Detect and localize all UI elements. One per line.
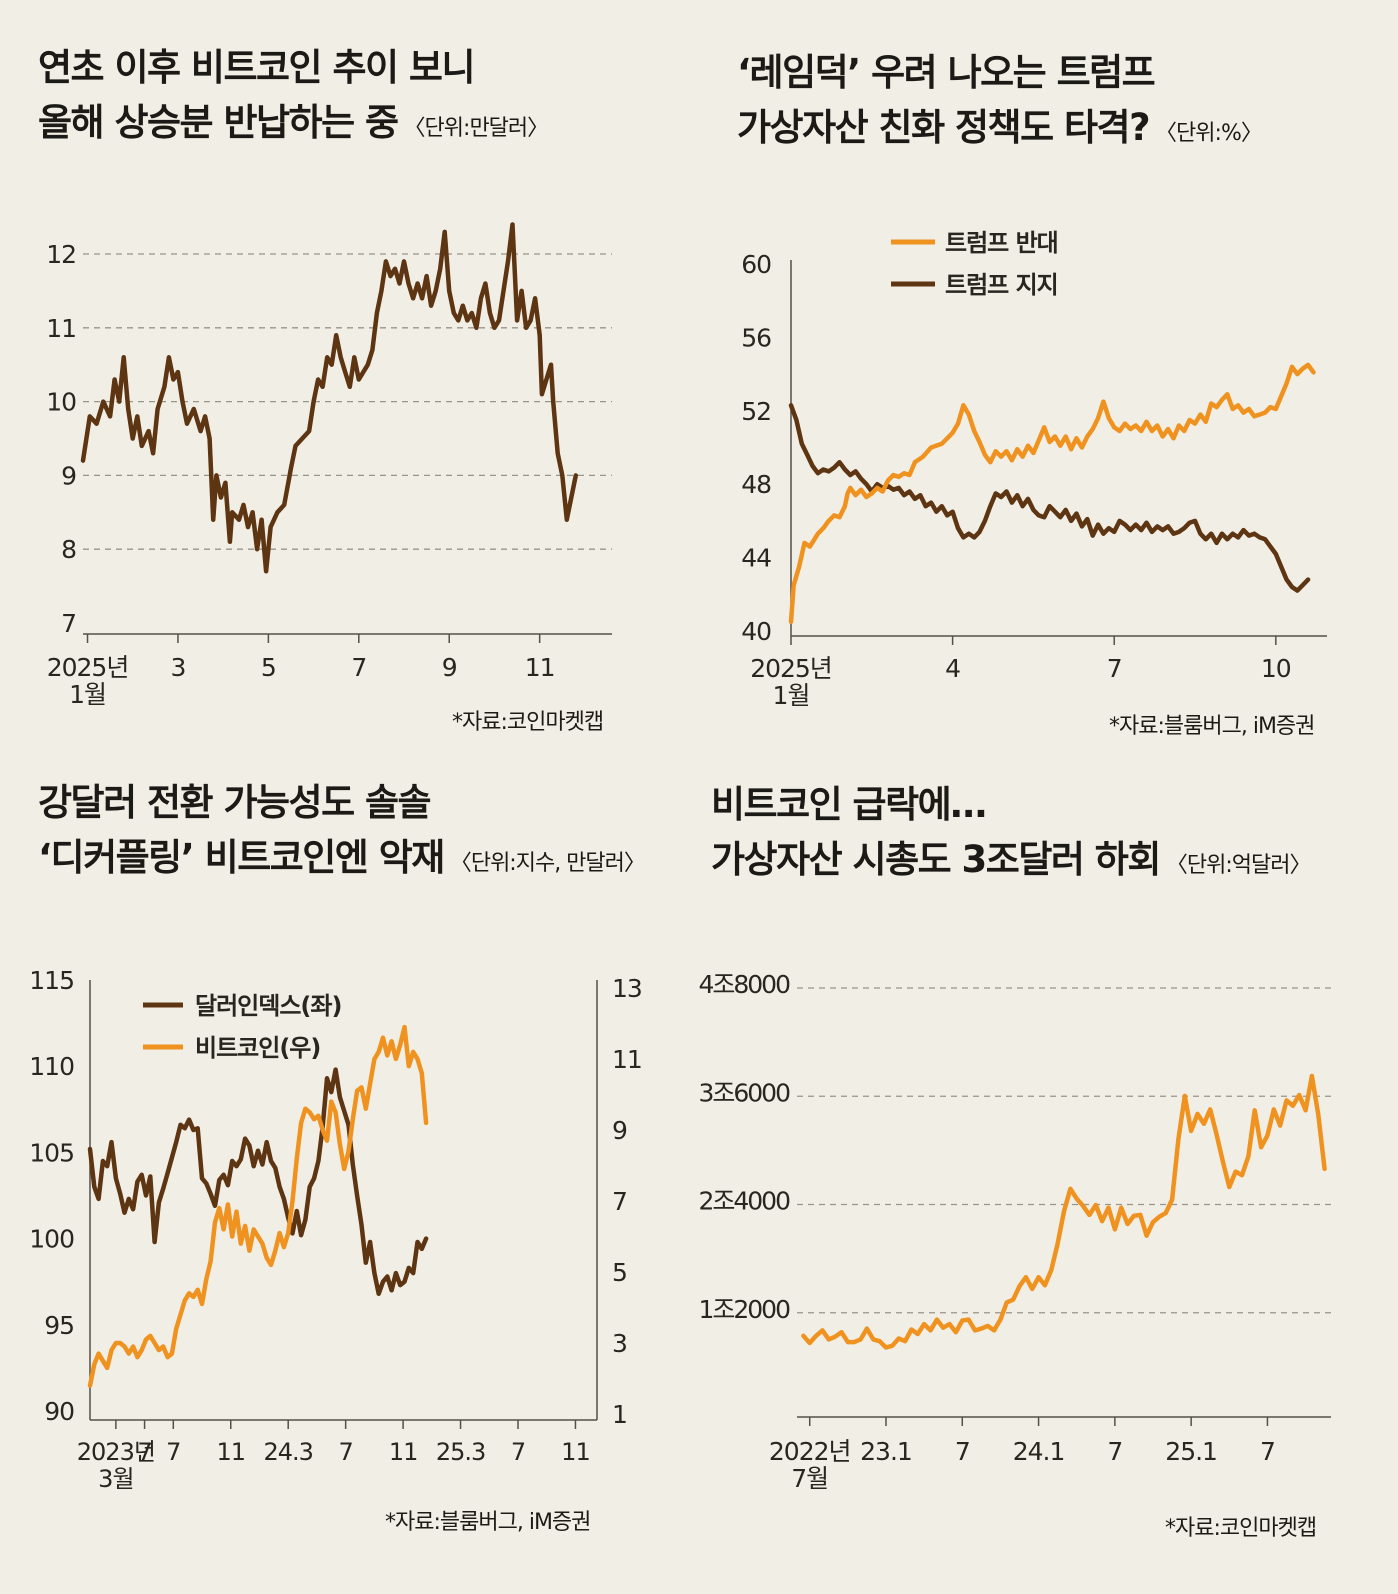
x-tick-label: 25.3 bbox=[436, 1438, 485, 1466]
bitcoin-line bbox=[87, 1024, 429, 1388]
y-right-tick-label: 3 bbox=[612, 1329, 627, 1358]
y-tick-label: 56 bbox=[741, 323, 771, 352]
trump-oppose-line bbox=[788, 362, 1316, 625]
x-tick-label: 2023년 bbox=[77, 1438, 155, 1466]
x-tick-label: 7 bbox=[339, 1438, 353, 1466]
x-tick-label: 10 bbox=[1261, 654, 1291, 683]
y-left-tick-label: 105 bbox=[29, 1138, 74, 1167]
panel-4-title: 비트코인 급락에… 가상자산 시총도 3조달러 하회 〈단위:억달러〉 bbox=[711, 777, 1311, 893]
panel-2-title: ‘레임덕’ 우려 나오는 트럼프 가상자산 친화 정책도 타격? 〈단위:%〉 bbox=[737, 45, 1263, 161]
legend-label-support: 트럼프 지지 bbox=[945, 271, 1058, 299]
x-tick-label: 24.3 bbox=[263, 1438, 312, 1466]
market-cap-line bbox=[801, 1073, 1327, 1350]
y-left-tick-label: 100 bbox=[29, 1225, 74, 1254]
x-tick-label-line2: 1월 bbox=[69, 680, 106, 709]
y-right-tick-label: 5 bbox=[612, 1258, 627, 1287]
x-tick-label: 7 bbox=[351, 653, 366, 682]
x-tick-label: 7 bbox=[137, 1438, 151, 1466]
y-left-tick-label: 115 bbox=[29, 966, 74, 995]
bitcoin-price-line bbox=[80, 222, 579, 574]
x-tick-label: 7 bbox=[1260, 1437, 1275, 1466]
x-tick-label: 4 bbox=[945, 654, 960, 683]
y-tick-label: 48 bbox=[741, 470, 771, 499]
y-tick-label: 7 bbox=[61, 609, 76, 638]
panel-2-title-line1: ‘레임덕’ 우려 나오는 트럼프 bbox=[737, 51, 1156, 94]
y-tick-label: 2조4000 bbox=[698, 1187, 790, 1216]
panel-2-title-line2: 가상자산 친화 정책도 타격? bbox=[737, 106, 1151, 149]
y-tick-label: 9 bbox=[61, 461, 76, 490]
panel-3-unit: 〈단위:지수, 만달러〉 bbox=[449, 851, 646, 876]
panel-4-source: *자료:코인마켓캡 bbox=[1165, 1516, 1317, 1541]
y-tick-label: 11 bbox=[46, 314, 76, 343]
y-tick-label: 52 bbox=[741, 397, 771, 426]
y-tick-label: 12 bbox=[46, 240, 76, 269]
x-tick-label: 24.1 bbox=[1013, 1437, 1065, 1466]
x-tick-label: 11 bbox=[216, 1438, 245, 1466]
trump-support-line bbox=[788, 403, 1311, 593]
legend-label-oppose: 트럼프 반대 bbox=[945, 229, 1058, 257]
y-tick-label: 60 bbox=[741, 250, 771, 279]
x-tick-label: 9 bbox=[442, 653, 457, 682]
y-tick-label: 40 bbox=[741, 617, 771, 646]
panel-dollar-decoupling: 강달러 전환 가능성도 솔솔 ‘디커플링’ 비트코인엔 악재 〈단위:지수, 만달… bbox=[0, 760, 699, 1594]
y-right-tick-label: 11 bbox=[612, 1045, 642, 1074]
x-tick-label: 7 bbox=[955, 1437, 970, 1466]
x-tick-label: 7 bbox=[1107, 654, 1122, 683]
dollar-index-line bbox=[87, 1067, 429, 1297]
y-tick-label: 10 bbox=[46, 388, 76, 417]
panel-4-unit: 〈단위:억달러〉 bbox=[1165, 853, 1312, 878]
x-tick-label-line2: 7월 bbox=[791, 1464, 828, 1493]
legend-label-bitcoin: 비트코인(우) bbox=[195, 1034, 320, 1062]
x-tick-label: 3 bbox=[170, 653, 185, 682]
x-tick-label: 7 bbox=[1107, 1437, 1122, 1466]
y-left-tick-label: 95 bbox=[44, 1311, 74, 1340]
panel-3-source: *자료:블룸버그, iM증권 bbox=[385, 1510, 591, 1535]
y-left-tick-label: 110 bbox=[29, 1052, 74, 1081]
y-right-tick-label: 7 bbox=[612, 1187, 627, 1216]
panel-4-title-line1: 비트코인 급락에… bbox=[711, 783, 987, 826]
x-tick-label: 25.1 bbox=[1165, 1437, 1217, 1466]
panel-trump-approval: ‘레임덕’ 우려 나오는 트럼프 가상자산 친화 정책도 타격? 〈단위:%〉 6… bbox=[699, 0, 1398, 760]
y-tick-label: 3조6000 bbox=[698, 1078, 790, 1107]
x-tick-label: 5 bbox=[261, 653, 276, 682]
panel-1-title: 연초 이후 비트코인 추이 보니 올해 상승분 반납하는 중 〈단위:만달러〉 bbox=[38, 40, 550, 156]
panel-3-title-line1: 강달러 전환 가능성도 솔솔 bbox=[38, 781, 432, 824]
y-left-tick-label: 90 bbox=[44, 1397, 74, 1426]
panel-bitcoin-ytd: 연초 이후 비트코인 추이 보니 올해 상승분 반납하는 중 〈단위:만달러〉 1… bbox=[0, 0, 699, 760]
panel-2-source: *자료:블룸버그, iM증권 bbox=[1109, 714, 1315, 739]
panel-2-unit: 〈단위:%〉 bbox=[1155, 121, 1263, 146]
panel-crypto-market-cap: 비트코인 급락에… 가상자산 시총도 3조달러 하회 〈단위:억달러〉 4조800… bbox=[698, 760, 1398, 1594]
panel-3-title: 강달러 전환 가능성도 솔솔 ‘디커플링’ 비트코인엔 악재 〈단위:지수, 만달… bbox=[38, 775, 646, 891]
panel-1-title-line2: 올해 상승분 반납하는 중 bbox=[38, 101, 399, 144]
y-right-tick-label: 1 bbox=[612, 1400, 627, 1429]
x-tick-label: 7 bbox=[511, 1438, 525, 1466]
y-tick-label: 4조8000 bbox=[698, 970, 790, 999]
x-tick-label-line2: 1월 bbox=[773, 681, 810, 710]
panel-3-title-line2: ‘디커플링’ 비트코인엔 악재 bbox=[38, 836, 445, 879]
x-tick-label: 11 bbox=[561, 1438, 590, 1466]
x-tick-label: 11 bbox=[389, 1438, 418, 1466]
legend-label-dollar-index: 달러인덱스(좌) bbox=[195, 992, 341, 1020]
x-tick-label: 11 bbox=[525, 653, 555, 682]
y-tick-label: 8 bbox=[61, 535, 76, 564]
panel-1-title-line1: 연초 이후 비트코인 추이 보니 bbox=[38, 46, 476, 89]
y-right-tick-label: 13 bbox=[612, 974, 642, 1003]
panel-1-source: *자료:코인마켓캡 bbox=[452, 710, 604, 735]
x-tick-label: 2022년 bbox=[769, 1437, 851, 1466]
panel-1-unit: 〈단위:만달러〉 bbox=[403, 116, 550, 141]
y-right-tick-label: 9 bbox=[612, 1116, 627, 1145]
y-tick-label: 1조2000 bbox=[698, 1295, 790, 1324]
x-tick-label: 7 bbox=[166, 1438, 180, 1466]
x-tick-label: 2025년 bbox=[47, 653, 129, 682]
x-tick-label: 23.1 bbox=[860, 1437, 912, 1466]
x-tick-label-line2: 3월 bbox=[98, 1465, 133, 1493]
panel-4-title-line2: 가상자산 시총도 3조달러 하회 bbox=[711, 838, 1161, 881]
y-tick-label: 44 bbox=[741, 544, 771, 573]
x-tick-label: 2025년 bbox=[750, 654, 832, 683]
